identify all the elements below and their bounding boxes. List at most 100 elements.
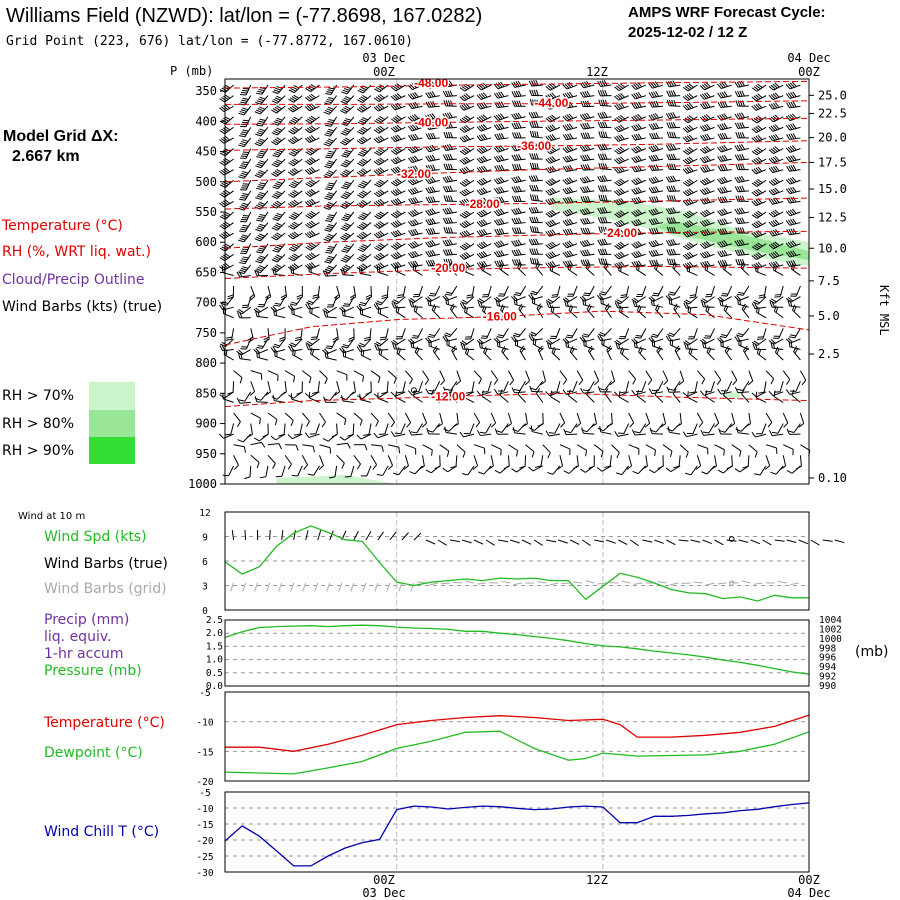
barb-flag xyxy=(340,100,347,105)
wind-barb xyxy=(682,229,698,238)
barb-flag xyxy=(425,165,430,171)
barb-flag xyxy=(705,145,711,151)
barb-flag xyxy=(789,209,795,215)
barb-flag xyxy=(580,196,584,203)
barb-flag xyxy=(528,112,533,119)
barb-flag xyxy=(219,266,225,271)
barb-flag xyxy=(273,257,280,261)
wind-barb xyxy=(735,163,749,171)
barb-flag xyxy=(307,181,313,186)
barb-flag xyxy=(583,294,590,297)
barb-flag xyxy=(307,343,312,350)
barb-flag xyxy=(408,198,413,205)
wind-barb xyxy=(273,309,286,319)
barb-flag xyxy=(547,180,553,185)
wind-barb xyxy=(254,269,268,277)
barb-flag xyxy=(562,261,567,267)
barb-flag xyxy=(291,150,298,154)
wind-barb xyxy=(636,263,647,276)
barb-flag xyxy=(240,140,247,144)
barb-flag xyxy=(376,300,383,304)
wind-barb xyxy=(511,217,526,225)
barb-flag xyxy=(495,146,501,152)
barb-flag xyxy=(717,210,722,216)
barb-flag xyxy=(564,210,570,216)
barb-flag xyxy=(276,212,283,216)
barb-flag xyxy=(551,294,558,296)
barb-flag xyxy=(425,251,430,257)
barb-flag xyxy=(407,221,413,227)
barb-flag xyxy=(375,213,382,218)
barb-flag xyxy=(425,178,430,184)
barb-flag xyxy=(461,136,467,142)
barb-flag xyxy=(343,246,350,250)
barb-staff xyxy=(473,370,482,380)
wind-barb xyxy=(271,95,286,104)
barb-flag xyxy=(427,101,432,108)
barb-flag xyxy=(787,115,793,121)
wind-barb xyxy=(483,346,492,361)
barb-flag xyxy=(587,345,593,352)
barb-flag xyxy=(483,260,488,267)
barb-flag xyxy=(737,249,741,256)
wind-barb xyxy=(631,177,647,186)
barb-flag xyxy=(362,117,369,121)
barb-flag xyxy=(597,248,601,255)
legend-rh90: RH > 90% xyxy=(2,443,74,459)
barb-flag xyxy=(256,251,263,254)
barb-flag xyxy=(274,302,281,305)
wind-barb xyxy=(255,222,269,232)
barb-flag xyxy=(482,82,488,88)
wind-barb xyxy=(666,185,681,192)
barb-flag xyxy=(465,188,471,194)
wind-barb xyxy=(255,127,269,137)
barb-flag xyxy=(343,151,350,155)
barb-flag xyxy=(410,166,415,172)
barb-flag xyxy=(723,186,728,193)
wind-barb xyxy=(254,105,269,115)
barb-flag xyxy=(222,222,229,227)
wind-barb xyxy=(407,250,423,259)
barb-flag xyxy=(701,147,707,153)
barb-flag xyxy=(567,228,572,235)
wind-barb xyxy=(682,210,698,219)
wind-barb xyxy=(255,95,269,105)
barb-flag xyxy=(376,344,380,351)
wind-barb xyxy=(271,137,286,146)
wind-barb xyxy=(528,238,543,246)
barb-flag xyxy=(604,303,610,309)
wind-barb xyxy=(359,308,372,319)
wind-barb xyxy=(785,145,801,153)
barb-flag xyxy=(459,245,466,251)
barb-flag xyxy=(424,379,430,385)
barb-flag xyxy=(274,268,277,275)
barb-flag xyxy=(443,100,447,107)
barb-flag xyxy=(345,222,351,227)
barb-flag xyxy=(255,260,262,264)
barb-flag xyxy=(414,92,419,98)
barb-flag xyxy=(618,262,623,268)
barb-flag xyxy=(219,170,225,176)
barb-flag xyxy=(254,111,261,115)
barb-flag xyxy=(275,246,282,250)
barb-flag xyxy=(451,305,456,311)
barb-flag xyxy=(785,242,791,248)
wind-barb xyxy=(240,84,252,96)
barb-flag xyxy=(602,216,606,223)
barb-flag xyxy=(430,101,434,108)
wind-barb xyxy=(662,370,669,386)
barb-flag xyxy=(465,115,471,120)
barb-flag xyxy=(599,112,604,119)
barb-flag xyxy=(654,208,660,214)
barb-flag xyxy=(551,209,557,215)
wind-barb xyxy=(476,124,492,132)
wind-barb xyxy=(493,91,509,99)
barb-flag xyxy=(600,194,604,201)
barb-flag xyxy=(463,230,469,236)
barb-flag xyxy=(771,301,775,308)
barb-flag xyxy=(280,294,287,299)
barb-flag xyxy=(686,167,692,173)
wind-barb xyxy=(425,240,440,248)
wind-barb xyxy=(459,338,475,346)
barb-flag xyxy=(701,84,707,90)
